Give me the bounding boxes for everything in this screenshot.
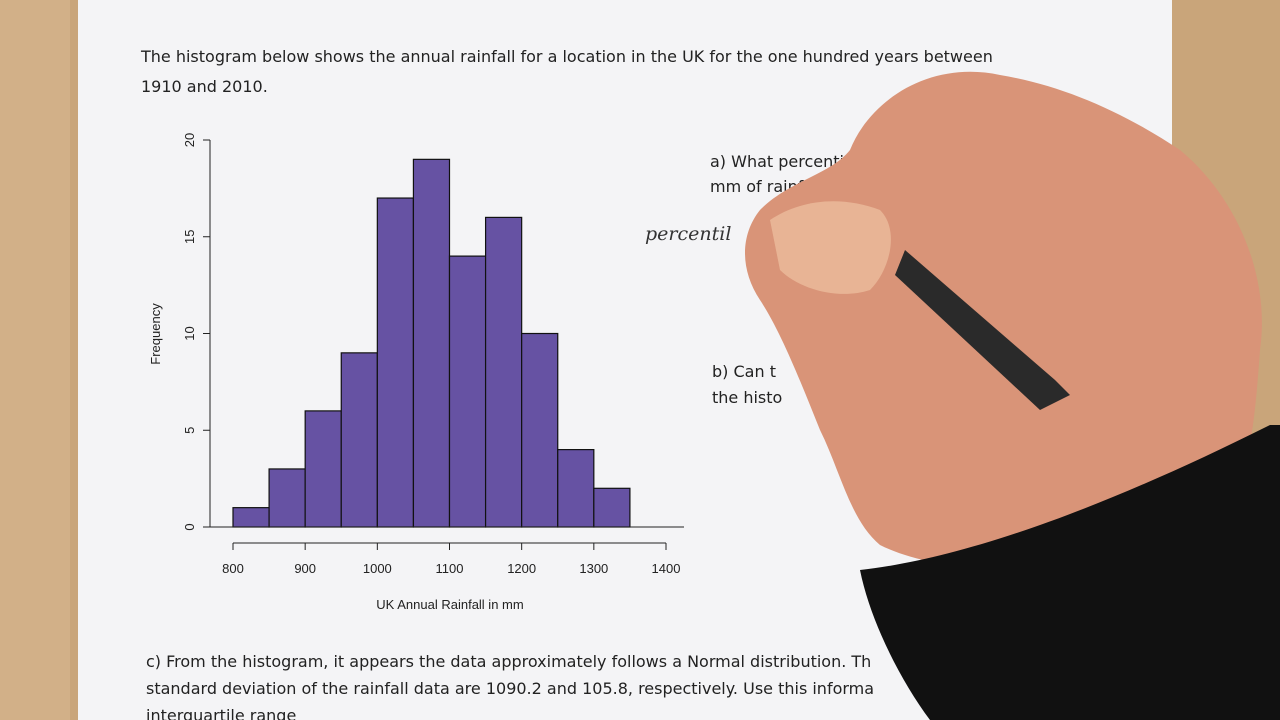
histogram: 800 900 1000 1100 1200 1300 1400 0 5 10 15 20 UK Ann… [148,133,684,612]
y-axis-label: Frequency [148,303,163,365]
x-tick-label: 1100 [436,561,464,576]
y-tick-label: 5 [182,427,197,434]
x-tick-label: 900 [294,561,316,576]
x-tick-label: 1000 [363,561,392,576]
question-b: the histo [712,388,782,407]
y-tick-label: 15 [182,230,197,244]
y-tick-label: 10 [182,326,197,340]
x-axis-label: UK Annual Rainfall in mm [376,597,523,612]
bar [448,255,487,528]
sleeve [860,425,1280,720]
bar [268,468,306,528]
question-c: c) From the histogram, it appears the da… [146,652,871,671]
x-tick-label: 1300 [579,561,608,576]
desk-left [0,0,70,720]
question-b: b) Can t [712,362,776,381]
handwriting: percentil [645,223,731,245]
y-tick-label: 0 [182,523,197,530]
x-tick-label: 1400 [652,561,681,576]
x-tick-label: 1200 [507,561,536,576]
bar [340,352,378,528]
hand-skin [745,71,1262,568]
bar [412,158,451,528]
bar [593,487,631,528]
knuckle [770,201,891,294]
question-c: standard deviation of the rainfall data … [146,679,874,698]
bar [376,197,415,528]
bar [304,410,342,528]
question-c: interquartile range [146,706,296,720]
pen [895,250,1070,410]
bar [232,507,270,528]
bar [557,449,595,528]
intro-line: 1910 and 2010. [141,77,268,96]
question-a: a) What percentil [710,152,848,171]
x-tick-label: 800 [222,561,244,576]
hand [745,71,1280,720]
bar [521,332,559,528]
intro-line: The histogram below shows the annual rai… [140,47,993,66]
y-tick-label: 20 [182,133,197,147]
bar [484,216,523,528]
